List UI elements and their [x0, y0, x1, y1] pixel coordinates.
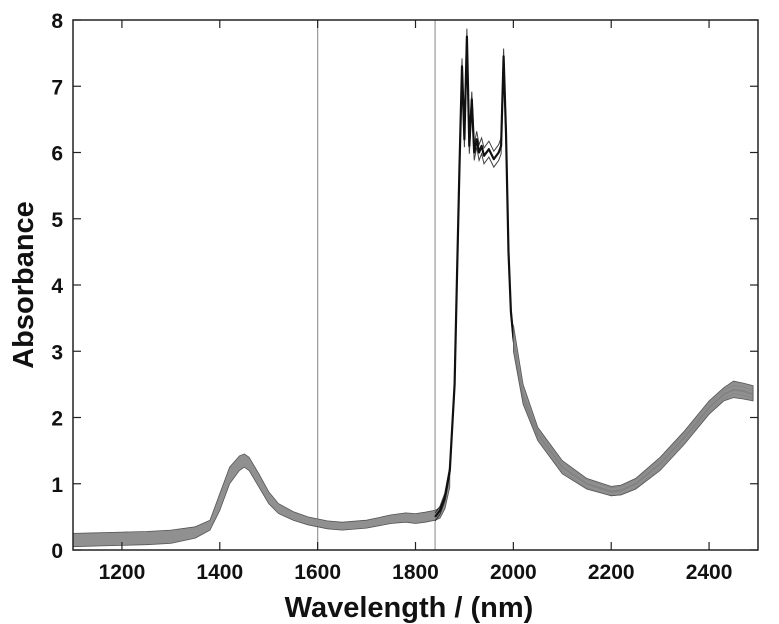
y-tick-label: 0 [51, 540, 63, 563]
y-tick-label: 6 [51, 143, 63, 166]
y-tick-label: 2 [51, 408, 63, 431]
x-tick-label: 2200 [588, 561, 635, 584]
x-tick-label: 1400 [196, 561, 243, 584]
series-band-2 [513, 324, 754, 497]
series-layer [72, 28, 754, 548]
series-band-0 [72, 453, 451, 548]
x-tick-label: 2000 [490, 561, 537, 584]
y-tick-label: 4 [51, 275, 63, 298]
x-tick-label: 2400 [686, 561, 733, 584]
x-tick-label: 1600 [294, 561, 341, 584]
y-tick-label: 5 [51, 209, 63, 232]
reference-lines [317, 20, 436, 550]
plot-background [73, 20, 758, 550]
y-tick-label: 3 [51, 341, 63, 364]
y-tick-label: 1 [51, 474, 63, 497]
x-axis: 1200 1400 1600 1800 2000 2200 2400 [99, 20, 733, 584]
y-axis-title: Absorbance [8, 201, 40, 369]
x-tick-label: 1200 [99, 561, 146, 584]
x-axis-title: Wavelength / (nm) [285, 592, 534, 624]
y-tick-label: 8 [51, 10, 63, 33]
y-tick-label: 7 [51, 76, 63, 99]
x-tick-label: 1800 [392, 561, 439, 584]
y-axis: 0 1 2 3 4 5 6 7 8 [51, 10, 758, 563]
